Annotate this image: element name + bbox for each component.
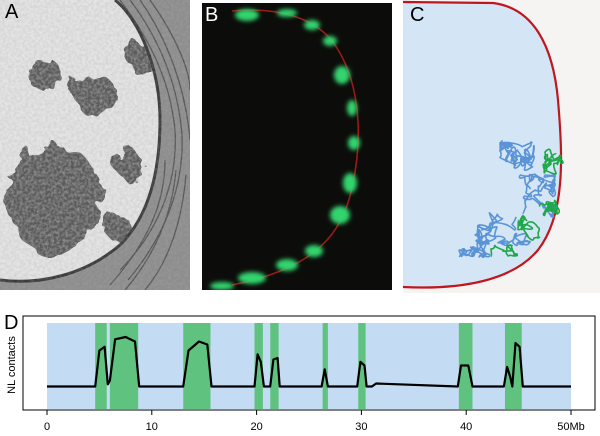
- x-tick-label: 40: [460, 421, 472, 433]
- y-axis-label: NL contacts: [6, 336, 18, 394]
- x-tick-label: 30: [355, 421, 367, 433]
- panel-label-a: A: [5, 1, 19, 23]
- panel-a-electron-micrograph: A: [0, 0, 190, 290]
- lad-domain-band: [109, 323, 139, 409]
- lad-domain-band: [254, 323, 263, 409]
- panel-d-nl-contacts-plot: 0 10 20 30 40 50Mb NL contacts D: [0, 305, 600, 436]
- series-nl-contacts-line: [47, 335, 571, 388]
- nuclear-lamina: [403, 0, 563, 289]
- micrograph-image: [0, 0, 190, 290]
- x-tick-label: 10: [146, 421, 158, 433]
- chromosome-fiber: [458, 140, 564, 259]
- lad-domain-band: [270, 323, 279, 409]
- nl-contacts-chart: 0 10 20 30 40 50Mb NL contacts: [6, 315, 596, 433]
- lad-domain-band: [95, 323, 107, 409]
- panel-label-d: D: [4, 312, 19, 334]
- panel-b-fluorescence-image: B: [202, 3, 392, 290]
- panel-label-c: C: [410, 4, 425, 26]
- gfp-signal: [210, 9, 360, 290]
- x-tick-label: 50Mb: [557, 421, 585, 433]
- x-tick-label: 20: [250, 421, 262, 433]
- panel-c-nucleus-schematic: C: [403, 0, 600, 293]
- x-tick-label: 0: [44, 421, 50, 433]
- nucleus-schematic: [403, 0, 600, 293]
- lad-domain-band: [358, 323, 366, 409]
- panel-label-b: B: [205, 4, 219, 26]
- lad-domain-band: [322, 323, 328, 409]
- fluorescence-image: [202, 3, 392, 290]
- lad-domain-band: [183, 323, 211, 409]
